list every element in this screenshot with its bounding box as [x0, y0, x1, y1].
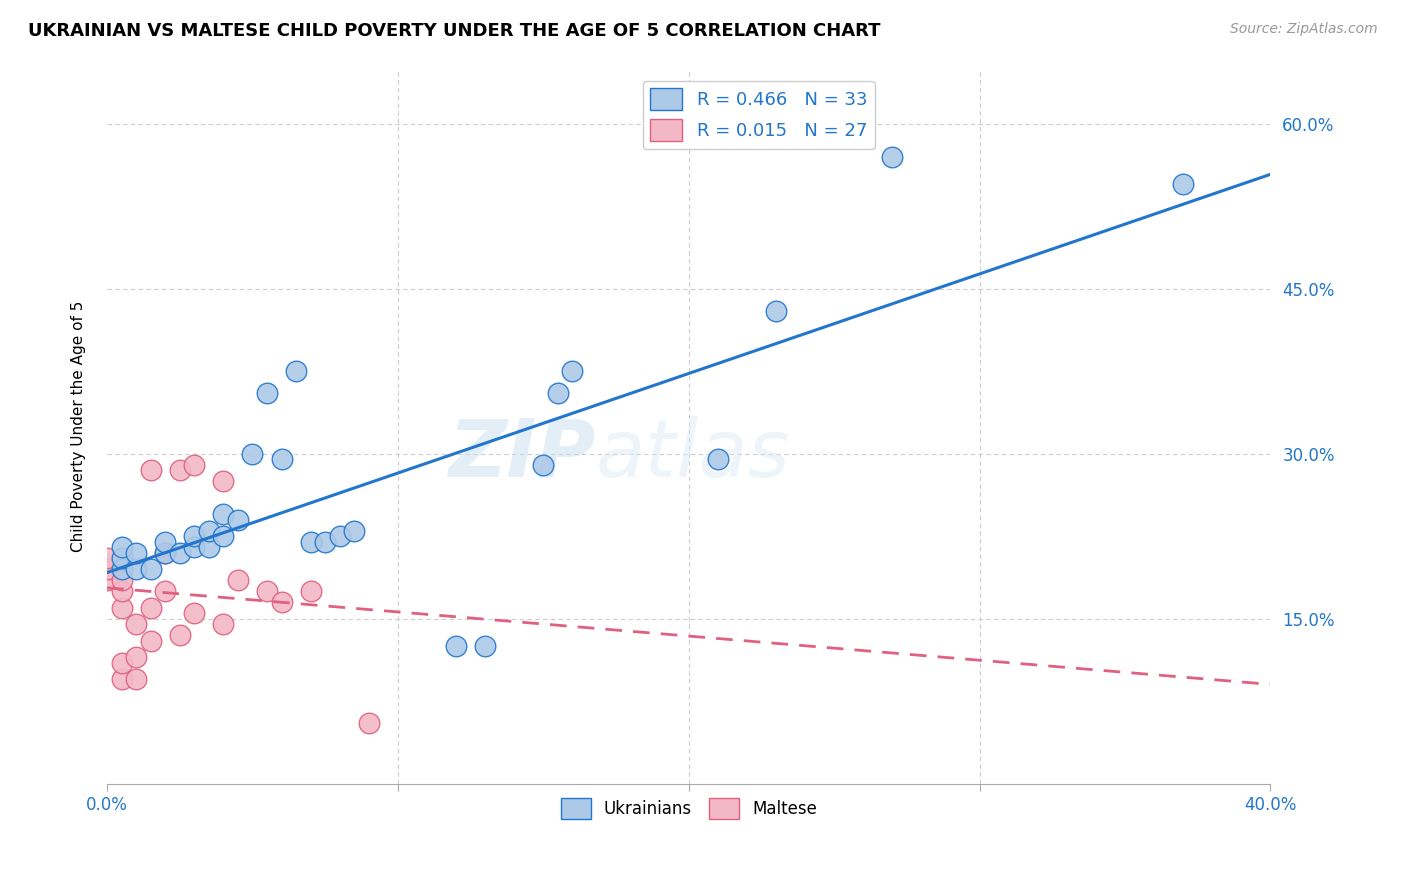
Point [198, 540, 221, 554]
Point [169, 463, 191, 477]
Point [256, 386, 278, 401]
Point [110, 584, 132, 599]
Point [110, 656, 132, 670]
Point [285, 364, 308, 378]
Point [183, 606, 205, 620]
Text: atlas: atlas [596, 416, 790, 494]
Point [299, 584, 322, 599]
Point [561, 364, 583, 378]
Point [531, 458, 554, 472]
Point [155, 546, 177, 560]
Point [110, 672, 132, 686]
Point [183, 529, 205, 543]
Point [314, 534, 336, 549]
Text: UKRAINIAN VS MALTESE CHILD POVERTY UNDER THE AGE OF 5 CORRELATION CHART: UKRAINIAN VS MALTESE CHILD POVERTY UNDER… [28, 22, 880, 40]
Point [125, 617, 148, 632]
Point [547, 386, 569, 401]
Point [357, 716, 380, 731]
Text: ZIP: ZIP [449, 416, 596, 494]
Point [212, 507, 235, 521]
Point [444, 639, 467, 653]
Point [169, 546, 191, 560]
Point [155, 534, 177, 549]
Point [139, 562, 162, 576]
Point [110, 573, 132, 587]
Point [110, 600, 132, 615]
Point [474, 639, 496, 653]
Y-axis label: Child Poverty Under the Age of 5: Child Poverty Under the Age of 5 [72, 301, 86, 552]
Point [96, 573, 118, 587]
Point [139, 463, 162, 477]
Point [125, 546, 148, 560]
Legend: Ukrainians, Maltese: Ukrainians, Maltese [554, 792, 824, 825]
Point [882, 150, 904, 164]
Point [329, 529, 352, 543]
Point [270, 452, 292, 467]
Point [155, 546, 177, 560]
Point [707, 452, 730, 467]
Point [125, 562, 148, 576]
Point [226, 513, 249, 527]
Point [212, 529, 235, 543]
Point [110, 551, 132, 566]
Point [212, 617, 235, 632]
Point [256, 584, 278, 599]
Point [299, 534, 322, 549]
Point [169, 628, 191, 642]
Point [183, 540, 205, 554]
Point [765, 303, 787, 318]
Point [212, 474, 235, 488]
Point [96, 551, 118, 566]
Point [125, 650, 148, 665]
Point [110, 562, 132, 576]
Point [155, 584, 177, 599]
Point [242, 447, 264, 461]
Point [226, 573, 249, 587]
Point [96, 562, 118, 576]
Point [125, 672, 148, 686]
Point [343, 524, 366, 538]
Point [183, 458, 205, 472]
Point [198, 524, 221, 538]
Point [139, 600, 162, 615]
Text: Source: ZipAtlas.com: Source: ZipAtlas.com [1230, 22, 1378, 37]
Point [139, 633, 162, 648]
Point [270, 595, 292, 609]
Point [110, 540, 132, 554]
Point [1173, 177, 1195, 191]
